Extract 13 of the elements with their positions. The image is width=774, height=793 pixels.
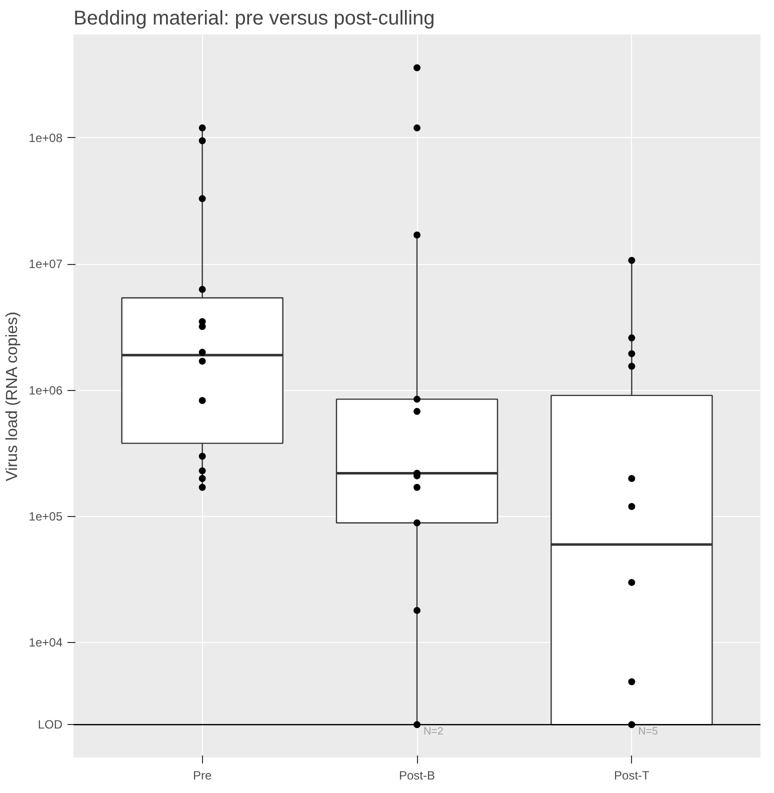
y-tick-label: 1e+06 bbox=[28, 383, 63, 398]
y-axis-title: Virus load (RNA copies) bbox=[4, 312, 21, 482]
x-tick-label: Post-B bbox=[398, 768, 436, 782]
y-tick-label: 1e+04 bbox=[28, 636, 63, 650]
chart-title: Bedding material: pre versus post-culling bbox=[74, 8, 435, 30]
y-tick-label: LOD bbox=[38, 718, 63, 732]
y-tick-label: 1e+08 bbox=[28, 130, 63, 145]
y-tick-label: 1e+05 bbox=[28, 509, 63, 524]
annotation: N=5 bbox=[638, 726, 658, 738]
y-tick-label: 1e+07 bbox=[28, 257, 63, 272]
x-tick-label: Post-T bbox=[614, 768, 650, 782]
annotation: N=2 bbox=[423, 726, 444, 738]
x-tick-label: Pre bbox=[192, 768, 212, 782]
